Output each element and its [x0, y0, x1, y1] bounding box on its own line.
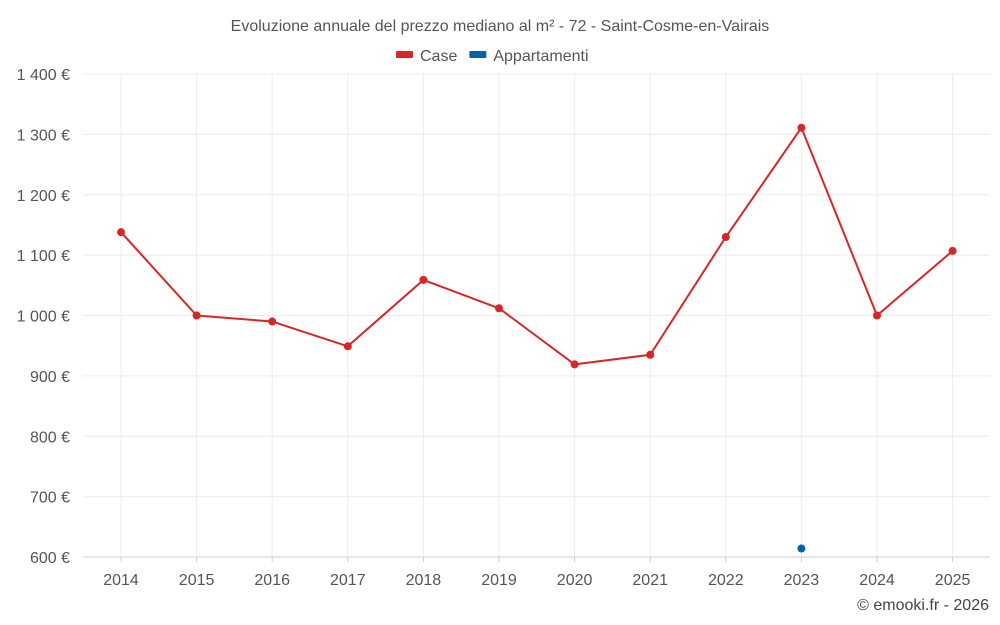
x-tick-label: 2023: [784, 572, 820, 589]
y-tick-label: 1 400 €: [17, 67, 70, 84]
legend-label: Appartamenti: [493, 48, 588, 65]
data-point-appartamenti[interactable]: [797, 544, 806, 553]
x-tick-label: 2024: [859, 572, 895, 589]
data-point-case[interactable]: [646, 350, 655, 359]
data-point-case[interactable]: [419, 275, 428, 284]
y-tick-label: 800 €: [30, 429, 70, 446]
series-group: [117, 123, 957, 553]
legend-item-appartamenti[interactable]: Appartamenti: [469, 48, 589, 65]
y-tick-label: 1 200 €: [17, 188, 70, 205]
x-tick-label: 2017: [330, 572, 366, 589]
legend: Case Appartamenti: [396, 48, 589, 65]
data-point-case[interactable]: [268, 317, 277, 326]
data-point-case[interactable]: [117, 228, 125, 237]
y-tick-label: 600 €: [30, 550, 70, 567]
series-case: [117, 123, 957, 369]
grid: [83, 73, 990, 558]
data-point-case[interactable]: [873, 311, 881, 320]
data-point-case[interactable]: [343, 342, 352, 351]
x-tick-label: 2015: [179, 572, 215, 589]
x-tick-label: 2021: [632, 572, 668, 589]
y-tick-label: 900 €: [30, 369, 70, 386]
y-tick-label: 1 300 €: [17, 127, 70, 144]
data-point-case[interactable]: [948, 246, 957, 255]
x-tick-label: 2020: [557, 572, 593, 589]
y-tick-label: 1 000 €: [17, 309, 70, 326]
credit-text: © emooki.fr - 2026: [857, 597, 989, 614]
data-point-case[interactable]: [797, 123, 806, 132]
x-tick-label: 2014: [103, 572, 139, 589]
legend-label: Case: [420, 48, 457, 65]
series-line-case: [120, 126, 954, 366]
x-tick-label: 2025: [935, 572, 971, 589]
data-point-case[interactable]: [721, 233, 730, 242]
legend-swatch: [469, 51, 487, 58]
legend-swatch: [396, 51, 413, 58]
x-tick-label: 2018: [406, 572, 442, 589]
x-tick-label: 2016: [254, 572, 290, 589]
y-axis-tick-labels: 600 € 700 € 800 € 900 € 1 000 € 1 100 € 1 200 …: [17, 67, 70, 567]
y-tick-label: 1 100 €: [17, 248, 70, 265]
legend-item-case[interactable]: Case: [396, 48, 457, 65]
x-axis-tick-labels: 2014 2015 2016 2017 2018 2019 2020 2021 2022 2023…: [103, 572, 970, 589]
data-point-case[interactable]: [192, 311, 201, 320]
data-point-case[interactable]: [570, 360, 579, 369]
series-appartamenti: [797, 544, 806, 553]
axes: [83, 556, 990, 562]
x-tick-label: 2022: [708, 572, 744, 589]
chart-title: Evoluzione annuale del prezzo mediano al…: [231, 18, 770, 35]
data-point-case[interactable]: [495, 304, 503, 313]
y-tick-label: 700 €: [30, 490, 70, 507]
x-tick-label: 2019: [481, 572, 517, 589]
